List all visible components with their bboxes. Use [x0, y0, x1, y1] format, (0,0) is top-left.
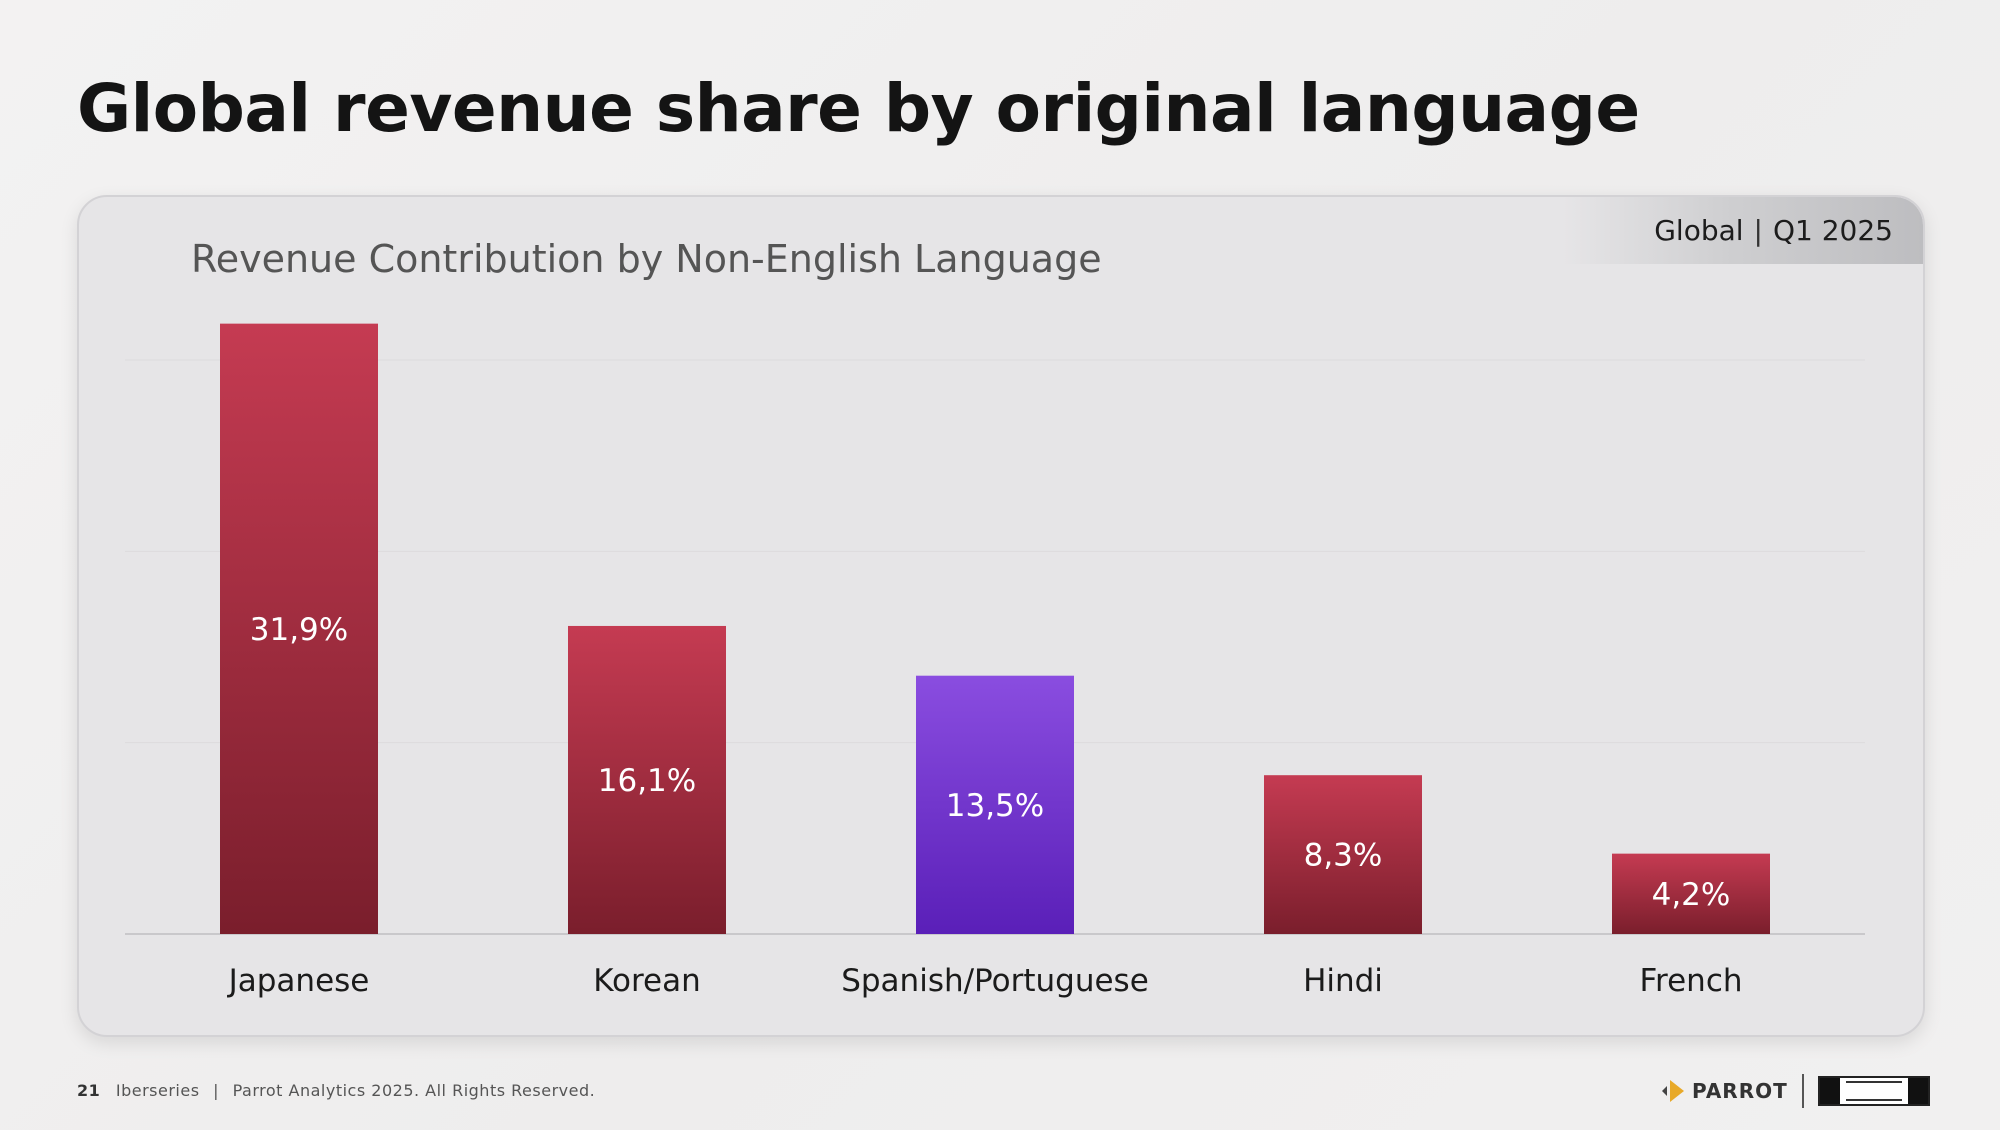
bar-value-label: 13,5%	[946, 788, 1044, 824]
iberseries-logo	[1817, 1076, 1930, 1106]
category-labels: Japanese Korean Spanish/Portuguese Hindi Fre…	[227, 963, 1743, 999]
parrot-logo-icon	[1662, 1080, 1684, 1102]
bar-value-label: 31,9%	[250, 612, 348, 648]
page-number: 21	[77, 1081, 101, 1100]
chart-title: Revenue Contribution by Non-English Lang…	[191, 237, 1102, 281]
bar-hindi	[1264, 775, 1422, 934]
footer: 21 Iberseries | Parrot Analytics 2025. A…	[77, 1081, 595, 1100]
parrot-analytics-logo: PARROT	[1660, 1076, 1788, 1106]
footer-logos: PARROT	[1660, 1074, 1930, 1108]
category-label: Japanese	[227, 963, 370, 999]
footer-event: Iberseries	[115, 1081, 200, 1100]
scope-region: Global	[1654, 214, 1744, 247]
category-label: Spanish/Portuguese	[841, 963, 1149, 999]
value-labels: 31,9% 16,1% 13,5% 8,3% 4,2%	[250, 612, 1731, 913]
scope-separator: |	[1753, 214, 1763, 247]
logo-divider	[1801, 1074, 1804, 1108]
bar-value-label: 16,1%	[598, 763, 696, 799]
category-label: Hindi	[1303, 963, 1383, 999]
parrot-logo-text: PARROT	[1692, 1079, 1788, 1103]
category-label: Korean	[593, 963, 701, 999]
scope-badge: Global | Q1 2025	[1563, 197, 1923, 264]
category-label: French	[1639, 963, 1742, 999]
footer-separator: |	[213, 1081, 220, 1100]
bar-spanish-portuguese	[916, 675, 1074, 934]
bar-french	[1612, 853, 1770, 934]
scope-period: Q1 2025	[1772, 214, 1893, 247]
bars	[220, 323, 1770, 934]
bar-value-label: 4,2%	[1652, 877, 1731, 913]
footer-copyright: Parrot Analytics 2025. All Rights Reserv…	[232, 1081, 596, 1100]
bar-chart: 31,9% 16,1% 13,5% 8,3% 4,2% Japanese Korean Sp…	[125, 323, 1865, 999]
bar-korean	[568, 625, 726, 934]
bar-japanese	[220, 323, 378, 934]
bar-value-label: 8,3%	[1304, 838, 1383, 874]
slide-title: Global revenue share by original languag…	[77, 70, 1640, 147]
chart-panel: 31,9% 16,1% 13,5% 8,3% 4,2% Japanese Korean Sp…	[77, 195, 1925, 1037]
